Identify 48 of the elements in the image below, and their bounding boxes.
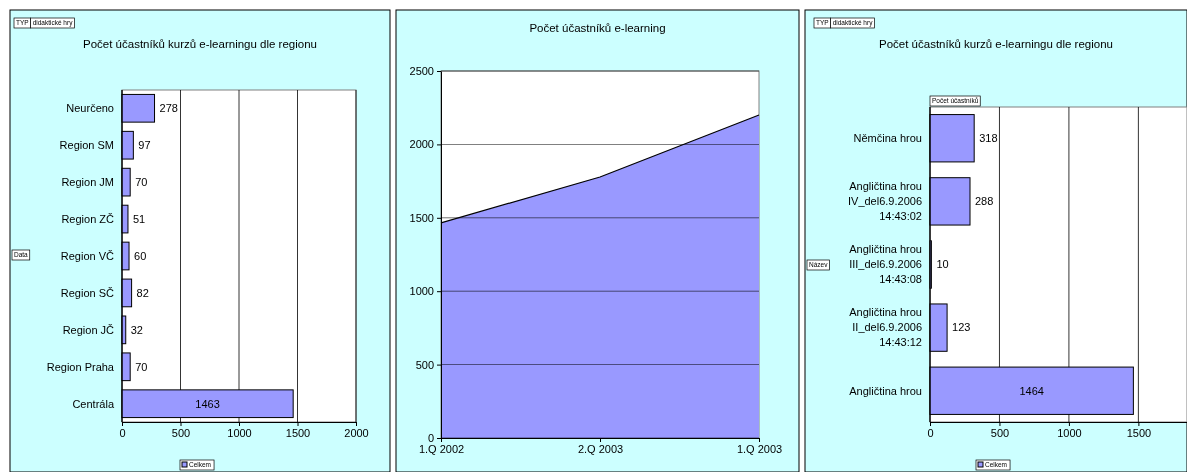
y-tick-label: Němčina hrou bbox=[853, 132, 922, 145]
y-tick-label: Region SČ bbox=[60, 286, 115, 299]
x-tick-label: 1000 bbox=[227, 426, 252, 439]
x-tick-label: 0 bbox=[927, 426, 934, 439]
y-tick-label: Centrála bbox=[72, 397, 115, 410]
y-tick-label: Region Praha bbox=[46, 360, 115, 373]
x-tick-label: 0 bbox=[119, 426, 126, 439]
chart-title: Počet účastníků kurzů e-learningu dle regionu bbox=[83, 38, 317, 50]
data-label: 318 bbox=[979, 132, 998, 145]
data-label: 1463 bbox=[195, 397, 220, 410]
data-label: 82 bbox=[136, 286, 149, 299]
x-tick-label: 500 bbox=[171, 426, 191, 439]
y-tick-label: 500 bbox=[415, 358, 434, 371]
y-tick-label: Angličtina hrou bbox=[849, 384, 922, 397]
x-tick-label: 2.Q 2003 bbox=[577, 442, 624, 455]
x-tick-label: 500 bbox=[990, 426, 1010, 439]
data-label: 123 bbox=[952, 321, 971, 334]
data-label: 70 bbox=[135, 360, 148, 373]
y-tick-label: 2000 bbox=[409, 138, 434, 151]
y-tick-label: Region JM bbox=[61, 175, 114, 188]
x-tick-label: 1500 bbox=[1126, 426, 1152, 439]
x-tick-label: 2000 bbox=[344, 426, 369, 439]
data-label: 97 bbox=[138, 139, 151, 152]
y-tick-label: Region ZČ bbox=[61, 212, 115, 225]
y-tick-label: Region JČ bbox=[62, 323, 115, 336]
x-tick-label: 1.Q 2003 bbox=[736, 442, 783, 455]
data-label: 32 bbox=[130, 323, 143, 336]
x-tick-label: 1.Q 2002 bbox=[418, 442, 465, 455]
y-tick-label: Region SM bbox=[59, 139, 114, 152]
y-tick-label: Neurčeno bbox=[66, 102, 114, 115]
y-tick-label: 1000 bbox=[409, 285, 434, 298]
data-label: 70 bbox=[135, 175, 148, 188]
x-tick-label: 1000 bbox=[1057, 426, 1082, 439]
chart-title: Počet účastníků kurzů e-learningu dle regionu bbox=[879, 38, 1113, 50]
data-label: 51 bbox=[132, 212, 146, 225]
y-tick-label: Angličtina hrou III_del6.9.2006 14:43:08 bbox=[849, 243, 922, 286]
chart-title: Počet účastníků e-learning bbox=[529, 22, 666, 34]
y-tick-label: Angličtina hrou II_del6.9.2006 14:43:12 bbox=[849, 306, 922, 349]
x-tick-label: 1500 bbox=[285, 426, 311, 439]
data-label: 288 bbox=[975, 195, 994, 208]
data-label: 1464 bbox=[1019, 384, 1044, 397]
data-label: 10 bbox=[936, 258, 949, 271]
y-tick-label: 1500 bbox=[409, 211, 434, 224]
data-label: 60 bbox=[134, 249, 147, 262]
y-tick-label: Region VČ bbox=[60, 249, 115, 262]
y-tick-label: 2500 bbox=[409, 65, 434, 78]
y-tick-label: Angličtina hrou IV_del6.9.2006 14:43:02 bbox=[847, 180, 922, 223]
data-label: 278 bbox=[159, 102, 178, 115]
